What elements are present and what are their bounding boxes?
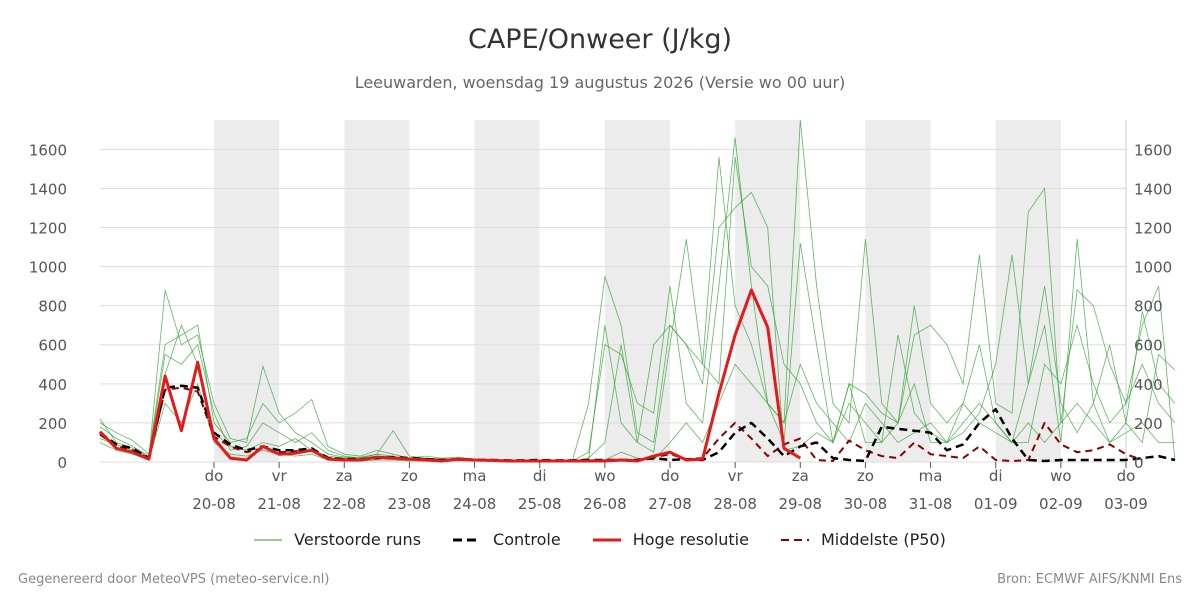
x-tick-day: za (336, 467, 353, 485)
y-tick-label-right: 1200 (1134, 219, 1172, 237)
y-tick-label-right: 0 (1134, 454, 1144, 472)
legend-label-hires: Hoge resolutie (632, 530, 749, 549)
x-tick-day: vr (728, 467, 744, 485)
y-tick-label-left: 800 (38, 298, 67, 316)
x-tick-day: do (205, 467, 224, 485)
x-tick-date: 27-08 (648, 495, 692, 513)
hires-line (98, 288, 802, 463)
x-tick-day: do (1117, 467, 1136, 485)
x-tick-date: 26-08 (583, 495, 627, 513)
main-series (98, 288, 1176, 463)
night-bands (214, 120, 1061, 462)
x-tick-day: do (661, 467, 680, 485)
x-tick-date: 22-08 (322, 495, 366, 513)
perturbed-run-line (99, 157, 1176, 462)
x-tick-labels: do 20-08 vr 21-08 za 22-08 zo 23-08 ma 24-08 di 25-… (192, 462, 1148, 513)
x-tick-day: zo (857, 467, 874, 485)
y-tick-label-left: 600 (38, 337, 67, 355)
night-band (214, 120, 280, 462)
x-tick-date: 30-08 (844, 495, 888, 513)
x-tick-day: zo (401, 467, 418, 485)
perturbed-run-line (99, 187, 1176, 462)
night-band (735, 120, 801, 462)
x-tick-date: 21-08 (257, 495, 301, 513)
y-tick-label-left: 0 (57, 454, 67, 472)
footer-source: Bron: ECMWF AIFS/KNMI Ens (997, 572, 1182, 587)
y-tick-label-right: 200 (1134, 415, 1163, 433)
x-tick-day: vr (272, 467, 288, 485)
y-tick-label-right: 400 (1134, 376, 1163, 394)
y-tick-label-left: 400 (38, 376, 67, 394)
night-band (344, 120, 410, 462)
x-tick-day: di (989, 467, 1003, 485)
x-tick-date: 03-09 (1104, 495, 1148, 513)
x-tick-date: 24-08 (453, 495, 497, 513)
legend-label-median: Middelste (P50) (820, 530, 946, 549)
night-band (865, 120, 931, 462)
legend-item-hires[interactable]: Hoge resolutie (592, 530, 749, 549)
legend-swatch-control (453, 538, 482, 541)
y-tick-label-right: 800 (1134, 298, 1163, 316)
x-tick-date: 31-08 (909, 495, 953, 513)
night-band (995, 120, 1061, 462)
chart-subtitle: Leeuwarden, woensdag 19 augustus 2026 (V… (354, 73, 846, 92)
x-tick-day: ma (919, 467, 943, 485)
x-tick-day: za (792, 467, 809, 485)
legend-swatch-perturbed (254, 539, 283, 540)
x-tick-date: 29-08 (778, 495, 822, 513)
legend-swatch-median (780, 538, 809, 541)
legend-item-median[interactable]: Middelste (P50) (780, 530, 946, 549)
legend-label-control: Controle (493, 530, 561, 549)
y-tick-label-left: 200 (38, 415, 67, 433)
y-tick-label-right: 1000 (1134, 259, 1172, 277)
legend-item-control[interactable]: Controle (453, 530, 561, 549)
legend-swatch-hires (592, 538, 621, 541)
y-tick-label-right: 1400 (1134, 180, 1172, 198)
y-tick-label-right: 1600 (1134, 141, 1172, 159)
y-tick-label-left: 1200 (29, 219, 67, 237)
x-tick-date: 23-08 (388, 495, 432, 513)
x-tick-date: 25-08 (518, 495, 562, 513)
legend: Verstoorde runs Controle Hoge resolutie … (0, 530, 1200, 549)
x-tick-day: di (533, 467, 547, 485)
chart-title: CAPE/Onweer (J/kg) (467, 24, 732, 55)
night-band (474, 120, 540, 462)
x-tick-date: 28-08 (713, 495, 757, 513)
y-tick-labels: 0 0 200 200 400 400 600 600 800 800 1000 1000 1200 12… (29, 141, 1172, 472)
x-tick-date: 20-08 (192, 495, 236, 513)
legend-label-perturbed: Verstoorde runs (294, 530, 422, 549)
footer-generated: Gegenereerd door MeteoVPS (meteo-service… (18, 572, 330, 587)
x-tick-day: ma (463, 467, 487, 485)
x-tick-date: 01-09 (974, 495, 1018, 513)
y-tick-label-left: 1600 (29, 141, 67, 159)
y-tick-label-right: 600 (1134, 337, 1163, 355)
y-tick-label-left: 1400 (29, 180, 67, 198)
y-tick-label-left: 1000 (29, 259, 67, 277)
x-tick-date: 02-09 (1039, 495, 1083, 513)
x-tick-day: wo (594, 467, 615, 485)
legend-item-perturbed[interactable]: Verstoorde runs (254, 530, 421, 549)
x-tick-day: wo (1050, 467, 1071, 485)
